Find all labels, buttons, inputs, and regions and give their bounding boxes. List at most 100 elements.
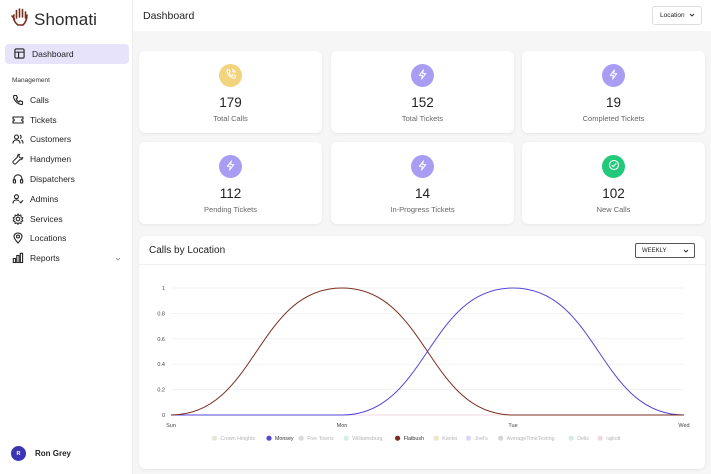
sidebar-item-label: Dashboard [32, 49, 74, 59]
chart-title: Calls by Location [149, 245, 226, 256]
y-tick-label: 0.6 [157, 337, 165, 343]
stat-label: Total Calls [213, 114, 248, 123]
legend-label: Five Towns [307, 436, 334, 442]
stat-icon-circle [602, 64, 625, 87]
user-name: Ron Grey [35, 449, 72, 458]
stat-card-pending-tickets: 112 Pending Tickets [139, 142, 322, 224]
topbar: Dashboard Location [133, 0, 711, 31]
sidebar-item-label: Services [30, 213, 63, 224]
divider [139, 264, 705, 265]
stat-label: Completed Tickets [582, 114, 645, 123]
stat-icon-circle [219, 155, 242, 178]
series-line [170, 287, 684, 416]
users-icon [11, 133, 24, 146]
sidebar-item-admins[interactable]: Admins [0, 189, 133, 209]
legend-swatch [343, 435, 349, 441]
sidebar-item-reports[interactable]: Reports [0, 248, 133, 268]
stat-icon-circle [602, 155, 625, 178]
sidebar-item-services[interactable]: Services [0, 209, 133, 229]
legend-swatch [266, 435, 272, 441]
stat-card-completed-tickets: 19 Completed Tickets [522, 51, 705, 133]
sidebar-item-label: Dispatchers [30, 174, 75, 185]
y-tick-label: 0.4 [157, 362, 165, 368]
section-label-management: Management [12, 77, 50, 84]
hand-logo-icon [10, 7, 30, 32]
phone-icon [11, 93, 24, 106]
sidebar-item-locations[interactable]: Locations [0, 229, 133, 249]
line-chart: 0 0.2 0.4 0.6 0.8 1 Sun Mon Tue Wed Crown Heights M… [157, 286, 689, 442]
stat-value: 14 [414, 186, 431, 201]
stat-card-total-calls: 179 Total Calls [139, 51, 322, 133]
legend-label: Delis [577, 436, 589, 442]
sidebar-item-customers[interactable]: Customers [0, 130, 133, 150]
chevron-down-icon[interactable] [115, 254, 121, 264]
sidebar-item-label: Customers [30, 134, 72, 145]
legend-label: Joel's [474, 436, 488, 442]
legend-label: Crown Heights [220, 436, 255, 442]
legend-label: Monsey [275, 436, 294, 442]
page-title: Dashboard [143, 10, 195, 22]
x-tick-label: Tue [508, 423, 517, 429]
brand[interactable]: Shomati [10, 7, 97, 32]
stat-label: New Calls [596, 205, 631, 214]
period-select[interactable]: WEEKLY [635, 243, 695, 258]
legend-label: Flatbush [404, 436, 424, 442]
sidebar-item-handymen[interactable]: Handymen [0, 149, 133, 169]
bolt-icon [417, 67, 428, 85]
sidebar-item-label: Locations [30, 233, 67, 244]
gear-icon [11, 212, 24, 225]
bolt-icon [417, 158, 428, 176]
stat-value: 179 [219, 95, 242, 110]
sidebar: Shomati Dashboard Management Calls Ticke… [0, 0, 133, 474]
sidebar-item-calls[interactable]: Calls [0, 90, 133, 110]
brand-name: Shomati [34, 9, 98, 29]
legend-swatch [395, 435, 401, 441]
stat-card-in-progress-tickets: 14 In-Progress Tickets [331, 142, 514, 224]
sidebar-item-label: Tickets [30, 114, 57, 125]
legend-swatch [498, 435, 504, 441]
legend-label: Kantei [442, 436, 457, 442]
stat-card-total-tickets: 152 Total Tickets [331, 51, 514, 133]
y-tick-label: 1 [162, 286, 165, 292]
bolt-icon [225, 158, 236, 176]
y-tick-label: 0 [162, 413, 165, 419]
bar-chart-icon [11, 252, 24, 265]
user-profile[interactable]: R Ron Grey [11, 446, 71, 461]
location-filter-select[interactable]: Location [652, 6, 702, 25]
wrench-icon [11, 153, 24, 166]
period-select-value: WEEKLY [642, 247, 667, 254]
phone-call-icon [225, 67, 237, 85]
location-filter-label: Location [660, 12, 685, 19]
user-check-icon [11, 192, 24, 205]
stat-icon-circle [411, 64, 434, 87]
stat-icon-circle [411, 155, 434, 178]
sidebar-item-label: Reports [30, 253, 60, 264]
stat-value: 102 [602, 186, 625, 201]
legend-swatch [465, 435, 471, 441]
chevron-down-icon [689, 12, 695, 20]
headset-icon [11, 173, 24, 186]
legend-swatch [298, 435, 304, 441]
map-pin-icon [11, 232, 24, 245]
bolt-icon [608, 67, 619, 85]
sidebar-item-dashboard[interactable]: Dashboard [5, 44, 129, 64]
stat-icon-circle [219, 64, 242, 87]
legend-swatch [433, 435, 439, 441]
y-tick-label: 0.2 [157, 388, 165, 394]
legend-label: Williamsburg [352, 436, 382, 442]
stat-card-new-calls: 102 New Calls [522, 142, 705, 224]
stat-value: 19 [605, 95, 622, 110]
stat-value: 112 [219, 186, 242, 201]
sidebar-item-label: Handymen [30, 154, 72, 165]
sidebar-item-dispatchers[interactable]: Dispatchers [0, 169, 133, 189]
check-circle-icon [608, 158, 620, 176]
chevron-down-icon [683, 248, 689, 256]
calls-by-location-card: Calls by Location WEEKLY 0 0.2 0.4 0.6 0.8 1 S… [139, 236, 705, 469]
sidebar-item-label: Admins [30, 193, 59, 204]
x-tick-label: Mon [337, 423, 348, 429]
legend-swatch [597, 435, 603, 441]
legend-label: AverageTimeTesting [507, 436, 555, 442]
y-tick-label: 0.8 [157, 311, 165, 317]
sidebar-item-tickets[interactable]: Tickets [0, 110, 133, 130]
ticket-icon [11, 113, 24, 126]
